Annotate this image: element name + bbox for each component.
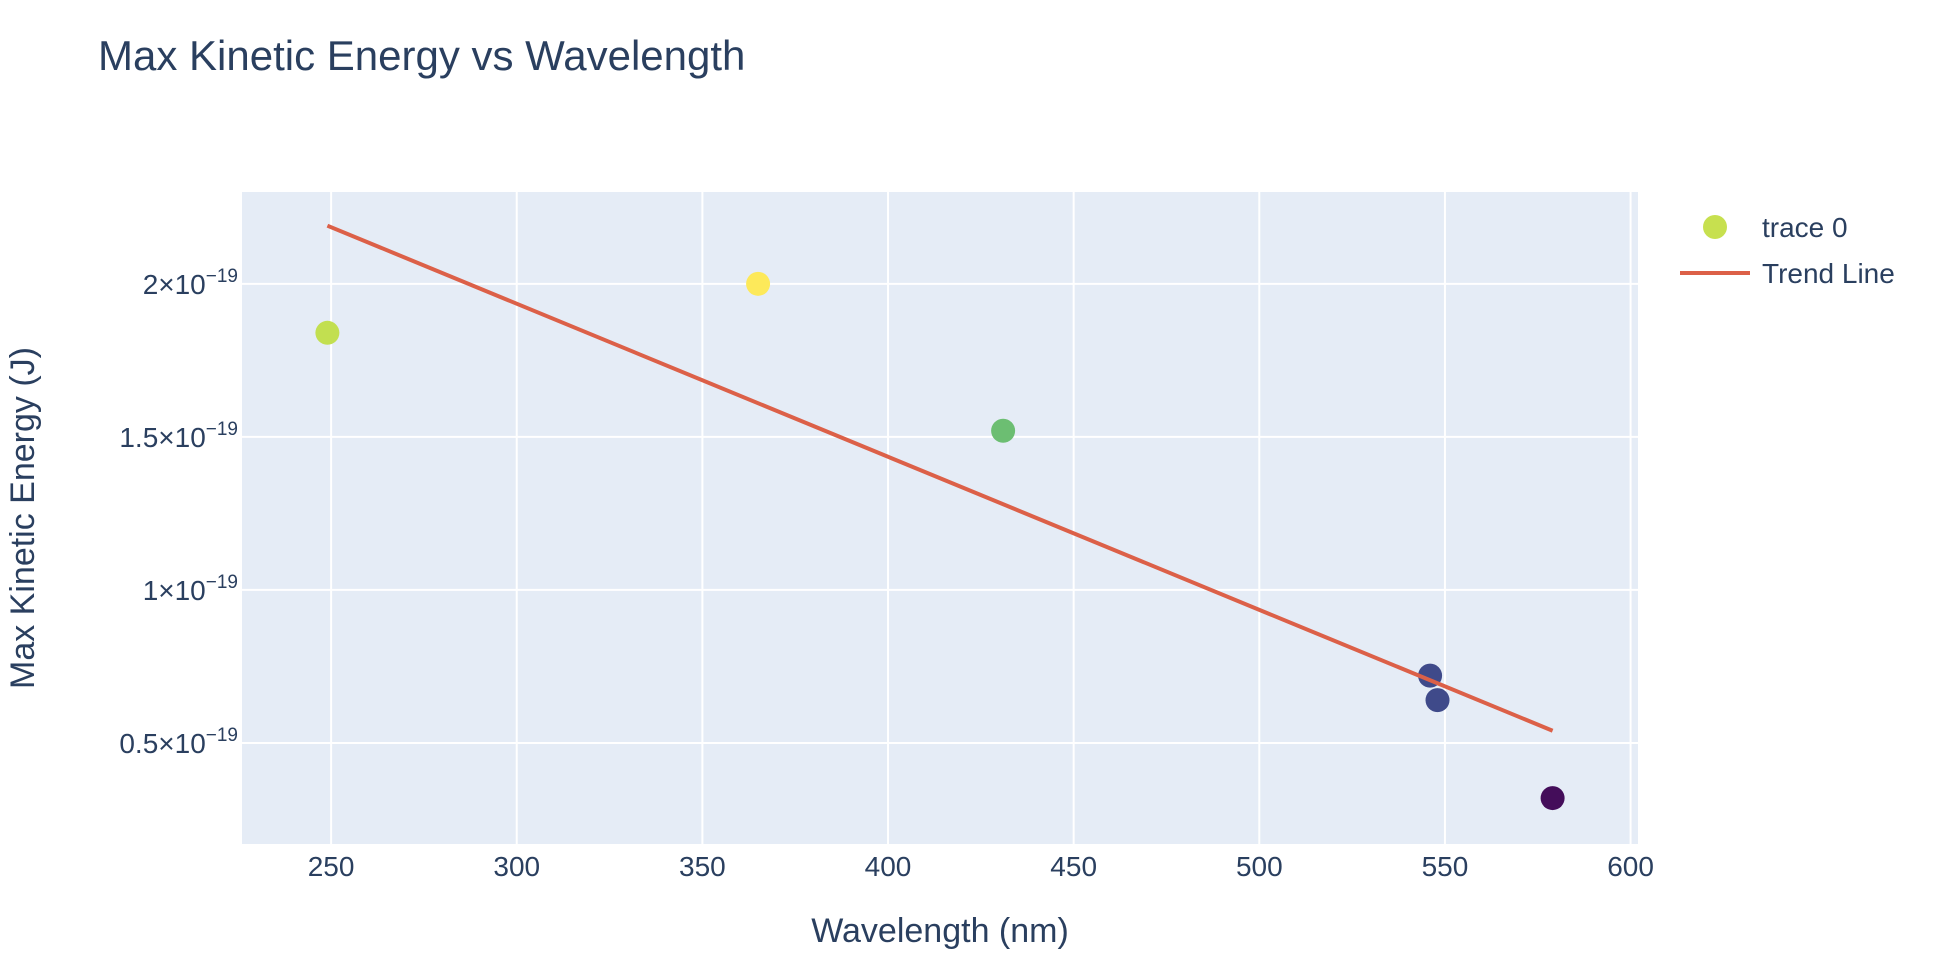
y-tick-label: 1.5×10−19 — [119, 419, 238, 453]
x-tick-label: 300 — [493, 851, 540, 882]
chart-title: Max Kinetic Energy vs Wavelength — [98, 32, 745, 79]
y-tick-label: 2×10−19 — [143, 266, 238, 300]
x-tick-label: 500 — [1236, 851, 1283, 882]
y-axis-title: Max Kinetic Energy (J) — [4, 347, 42, 689]
x-tick-label: 600 — [1607, 851, 1654, 882]
x-tick-label: 250 — [308, 851, 355, 882]
x-tick-label: 450 — [1050, 851, 1097, 882]
legend-marker-icon — [1703, 215, 1727, 239]
x-tick-label: 550 — [1422, 851, 1469, 882]
x-axis-title: Wavelength (nm) — [811, 912, 1069, 950]
y-tick-label: 1×10−19 — [143, 572, 238, 606]
legend-item-trace[interactable]: trace 0 — [1703, 212, 1848, 243]
x-tick-label: 400 — [865, 851, 912, 882]
data-point — [1425, 688, 1450, 713]
y-tick-label: 0.5×10−19 — [119, 725, 238, 759]
legend-label-trace: trace 0 — [1762, 212, 1848, 243]
legend-label-trend: Trend Line — [1762, 258, 1895, 289]
data-point — [315, 320, 340, 345]
trend-line — [326, 223, 1554, 733]
data-point — [991, 418, 1016, 443]
data-point — [746, 271, 771, 296]
x-tick-label: 350 — [679, 851, 726, 882]
grid-lines — [242, 192, 1638, 844]
legend-item-trend[interactable]: Trend Line — [1680, 258, 1895, 289]
data-point — [1540, 786, 1565, 811]
data-series — [315, 223, 1565, 811]
legend[interactable]: trace 0 Trend Line — [1680, 212, 1895, 289]
plot-area — [242, 192, 1638, 844]
